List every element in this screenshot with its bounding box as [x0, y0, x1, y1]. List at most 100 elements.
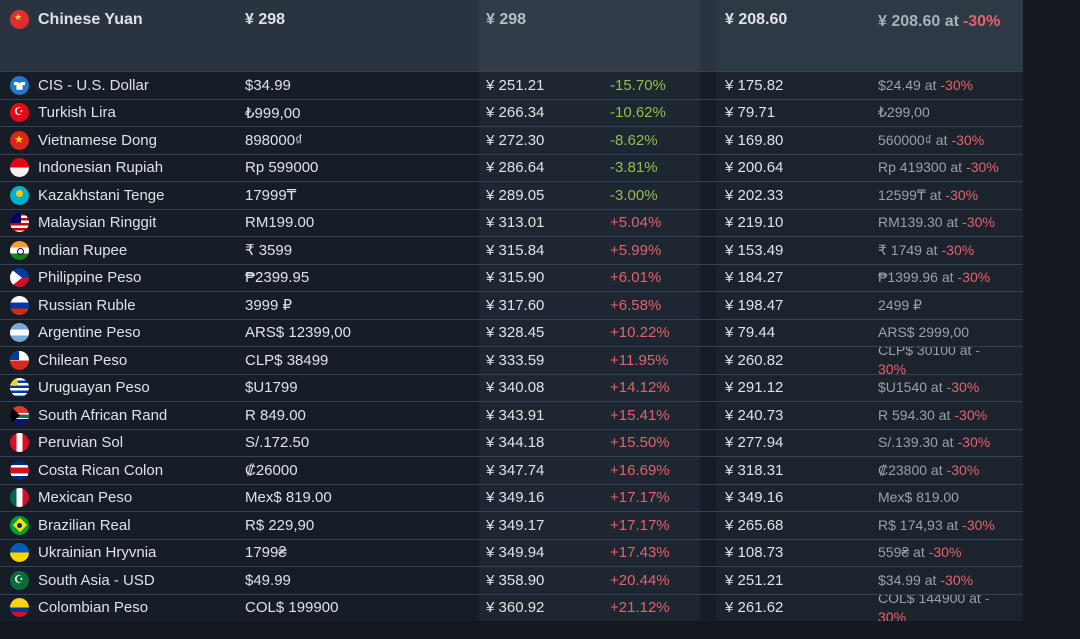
table-row-peruvian-sol[interactable]: Peruvian Sol S/.172.50 ¥ 344.18 +15.50% …	[0, 428, 1023, 457]
discounted-converted-price: ¥ 265.68	[716, 512, 878, 539]
currency-price-table: Chinese Yuan ¥ 298 ¥ 298 ¥ 208.60 ¥ 208.…	[0, 0, 1023, 621]
currency-cell: Ukrainian Hryvnia	[0, 540, 245, 567]
table-row-brazilian-real[interactable]: Brazilian Real R$ 229,90 ¥ 349.17 +17.17…	[0, 511, 1023, 539]
table-row-turkish-lira[interactable]: Turkish Lira ₺999,00 ¥ 266.34 -10.62% ¥ …	[0, 98, 1023, 127]
column-gap	[700, 127, 716, 154]
sale-discount-badge: -30%	[957, 434, 991, 451]
turkey-flag-icon	[10, 103, 29, 123]
sale-discount-badge: -30%	[962, 214, 995, 231]
peru-flag-icon	[10, 433, 29, 453]
converted-price: ¥ 289.05	[479, 182, 600, 209]
local-price: RM199.00	[245, 214, 315, 232]
local-sale-price: ARS$ 2999,00	[878, 320, 1023, 347]
sale-discount-badge: -30%	[966, 159, 999, 176]
converted-price: ¥ 315.90	[479, 264, 600, 291]
currency-cell: Indian Rupee	[0, 237, 245, 264]
sale-discount-badge: -30%	[946, 379, 980, 396]
table-row-selected-chinese-yuan[interactable]: Chinese Yuan ¥ 298 ¥ 298 ¥ 208.60 ¥ 208.…	[0, 0, 1023, 71]
local-sale-price: 12599₸ at -30%	[878, 182, 1023, 209]
converted-price: ¥ 343.91	[479, 402, 600, 429]
table-row-colombian-peso[interactable]: Colombian Peso COL$ 199900 ¥ 360.92 +21.…	[0, 593, 1023, 621]
table-row-south-african-rand[interactable]: South African Rand R 849.00 ¥ 343.91 +15…	[0, 401, 1023, 429]
price-difference-percent	[600, 0, 700, 71]
sale-discount-badge: -30%	[945, 186, 979, 203]
local-price: CLP$ 38499	[245, 351, 329, 369]
local-price: 3999 ₽	[245, 297, 293, 315]
converted-price: ¥ 272.30	[479, 127, 600, 154]
table-row-kazakhstani-tenge[interactable]: Kazakhstani Tenge 17999₸ ¥ 289.05 -3.00%…	[0, 181, 1023, 209]
discounted-converted-price: ¥ 202.33	[716, 182, 878, 209]
currency-name: Chinese Yuan	[38, 11, 143, 28]
sale-price-text: 12599₸ at	[878, 186, 942, 203]
table-row-cis-u-s-dollar[interactable]: CIS - U.S. Dollar $34.99 ¥ 251.21 -15.70…	[0, 71, 1023, 99]
sale-price-text: 560000₫ at	[878, 131, 948, 148]
column-gap	[700, 210, 716, 237]
currency-name: Turkish Lira	[38, 104, 116, 122]
discounted-converted-price: ¥ 198.47	[716, 292, 878, 319]
price-difference-percent: +15.50%	[600, 429, 700, 456]
table-row-argentine-peso[interactable]: Argentine Peso ARS$ 12399,00 ¥ 328.45 +1…	[0, 318, 1023, 347]
price-difference-percent: +6.58%	[600, 292, 700, 319]
local-sale-price: ₡23800 at -30%	[878, 457, 1023, 484]
local-sale-price: ₱1399.96 at -30%	[878, 265, 1023, 292]
local-price: ARS$ 12399,00	[245, 324, 351, 342]
table-row-mexican-peso[interactable]: Mexican Peso Mex$ 819.00 ¥ 349.16 +17.17…	[0, 483, 1023, 512]
discounted-converted-price: ¥ 251.21	[716, 567, 878, 594]
converted-price: ¥ 313.01	[479, 209, 600, 236]
price-difference-percent: +14.12%	[600, 374, 700, 401]
sale-discount-badge: -30%	[951, 131, 985, 148]
local-sale-price: ₺299,00	[878, 100, 1023, 127]
table-row-indian-rupee[interactable]: Indian Rupee ₹ 3599 ¥ 315.84 +5.99% ¥ 15…	[0, 236, 1023, 264]
local-price: Mex$ 819.00	[245, 489, 332, 507]
converted-price: ¥ 340.08	[479, 374, 600, 401]
sale-discount-badge: -30%	[946, 461, 980, 478]
discounted-converted-price: ¥ 349.16	[716, 485, 878, 512]
sale-price-text: ₡23800 at	[878, 461, 943, 478]
sale-discount-badge: -30%	[940, 76, 974, 93]
table-row-south-asia-usd[interactable]: South Asia - USD $49.99 ¥ 358.90 +20.44%…	[0, 566, 1023, 594]
table-row-vietnamese-dong[interactable]: Vietnamese Dong 898000₫ ¥ 272.30 -8.62% …	[0, 126, 1023, 154]
currency-name: Indonesian Rupiah	[38, 159, 164, 177]
converted-price: ¥ 347.74	[479, 457, 600, 484]
sale-discount-badge: -30%	[928, 544, 962, 561]
local-sale-price: $U1540 at -30%	[878, 375, 1023, 402]
local-sale-price: S/.139.30 at -30%	[878, 430, 1023, 457]
currency-name: Vietnamese Dong	[38, 131, 157, 149]
currency-name: Argentine Peso	[38, 324, 141, 342]
local-price: $34.99	[245, 76, 291, 94]
currency-cell: Philippine Peso	[0, 265, 245, 292]
currency-name: Malaysian Ringgit	[38, 214, 157, 232]
currency-cell: Indonesian Rupiah	[0, 155, 245, 182]
discounted-converted-price: ¥ 153.49	[716, 237, 878, 264]
local-price: 1799₴	[245, 544, 287, 562]
column-gap	[700, 320, 716, 347]
pakistan-flag-icon	[10, 570, 29, 590]
price-difference-percent: +17.17%	[600, 484, 700, 511]
column-gap	[700, 100, 716, 127]
discounted-converted-price: ¥ 169.80	[716, 127, 878, 154]
price-difference-percent: -15.70%	[600, 72, 700, 99]
table-row-russian-ruble[interactable]: Russian Ruble 3999 ₽ ¥ 317.60 +6.58% ¥ 1…	[0, 291, 1023, 319]
table-row-costa-rican-colon[interactable]: Costa Rican Colon ₡26000 ¥ 347.74 +16.69…	[0, 456, 1023, 484]
mexico-flag-icon	[10, 488, 29, 508]
table-row-indonesian-rupiah[interactable]: Indonesian Rupiah Rp 599000 ¥ 286.64 -3.…	[0, 153, 1023, 182]
sale-price-text: ¥ 208.60 at	[878, 13, 959, 30]
currency-cell: Russian Ruble	[0, 292, 245, 319]
table-row-ukrainian-hryvnia[interactable]: Ukrainian Hryvnia 1799₴ ¥ 349.94 +17.43%…	[0, 538, 1023, 567]
local-price: S/.172.50	[245, 434, 310, 452]
price-difference-percent: -10.62%	[600, 99, 700, 126]
local-price: COL$ 199900	[245, 599, 339, 617]
costa-rica-flag-icon	[10, 460, 29, 480]
table-row-philippine-peso[interactable]: Philippine Peso ₱2399.95 ¥ 315.90 +6.01%…	[0, 263, 1023, 292]
discounted-converted-price: ¥ 184.27	[716, 265, 878, 292]
table-row-malaysian-ringgit[interactable]: Malaysian Ringgit RM199.00 ¥ 313.01 +5.0…	[0, 208, 1023, 237]
currency-cell: Costa Rican Colon	[0, 457, 245, 484]
sale-price-text: $24.49 at	[878, 76, 937, 93]
table-row-uruguayan-peso[interactable]: Uruguayan Peso $U1799 ¥ 340.08 +14.12% ¥…	[0, 373, 1023, 402]
local-sale-price: ¥ 208.60 at -30%	[878, 0, 1023, 71]
local-sale-price: 559₴ at -30%	[878, 540, 1023, 567]
table-row-chilean-peso[interactable]: Chilean Peso CLP$ 38499 ¥ 333.59 +11.95%…	[0, 346, 1023, 374]
currency-name: South African Rand	[38, 406, 168, 424]
sale-price-text: ₺299,00	[878, 104, 930, 121]
